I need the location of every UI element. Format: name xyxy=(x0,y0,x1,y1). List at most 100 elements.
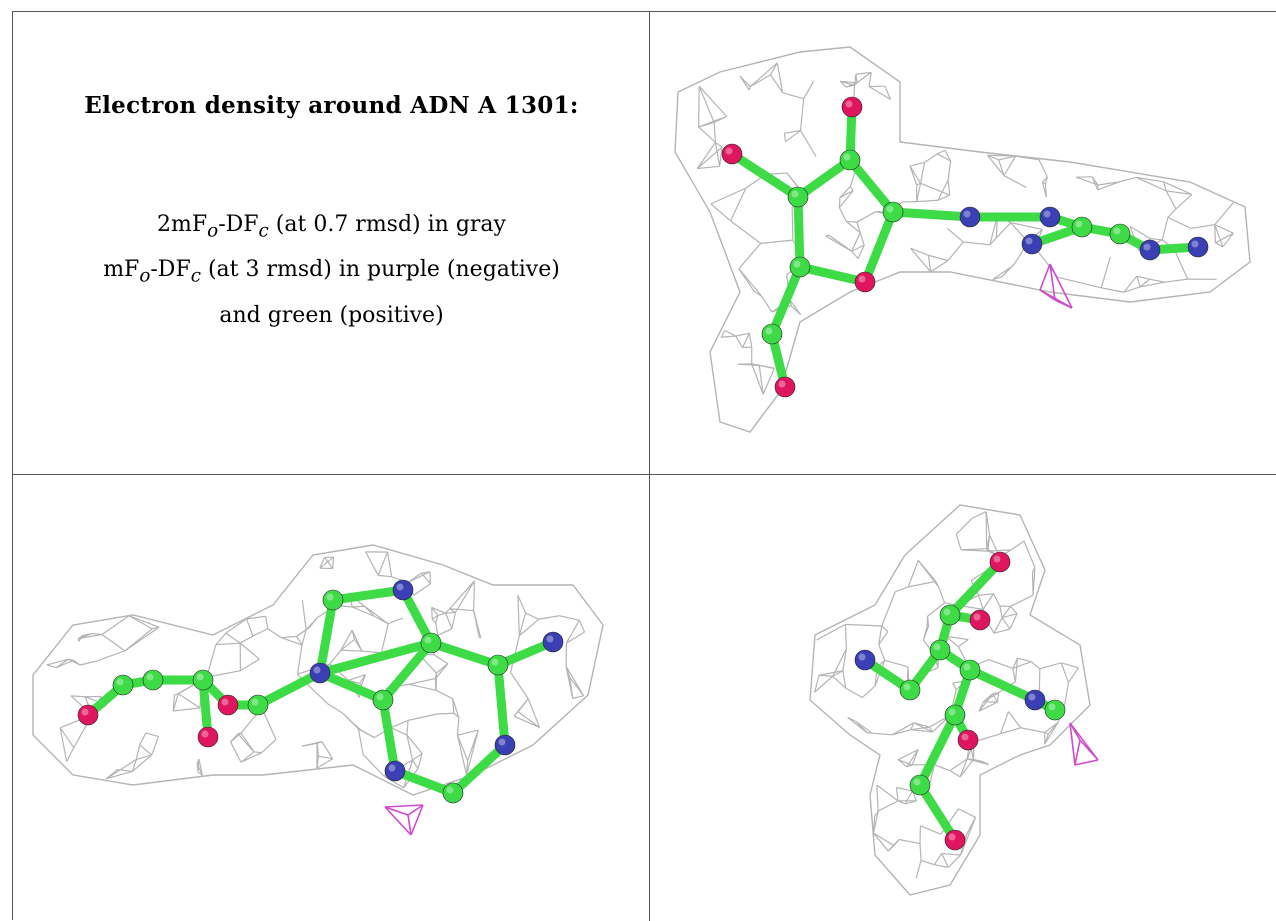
mesh-edge xyxy=(739,269,762,297)
mesh-edge xyxy=(895,587,908,592)
oxygen-atom xyxy=(970,610,990,630)
bond xyxy=(798,197,800,267)
mesh-edge xyxy=(908,560,918,587)
carbon-atom xyxy=(762,324,782,344)
mesh-edge xyxy=(238,734,254,752)
mesh-edge xyxy=(856,721,872,733)
bond xyxy=(431,643,498,665)
mesh-edge xyxy=(434,655,448,664)
carbon-atom-highlight xyxy=(792,191,799,198)
mesh-edge xyxy=(771,63,778,75)
carbon-atom-highlight xyxy=(934,644,941,651)
carbon-atom xyxy=(1072,217,1092,237)
carbon-atom xyxy=(193,670,213,690)
mesh-edge xyxy=(511,673,529,699)
mesh-edge xyxy=(839,191,853,208)
mesh-edge xyxy=(341,630,352,650)
nitrogen-atom-highlight xyxy=(1192,241,1199,248)
mesh-edge xyxy=(956,518,972,534)
mesh-edge xyxy=(938,180,948,200)
mesh-edge xyxy=(579,620,584,632)
oxygen-atom-highlight xyxy=(949,834,956,841)
difference-mesh-edge xyxy=(1075,760,1098,765)
bond xyxy=(498,665,505,745)
mesh-edge xyxy=(341,639,355,650)
mesh-edge xyxy=(923,626,928,640)
mesh-edge xyxy=(216,633,226,644)
mesh-edge xyxy=(1039,669,1040,692)
nitrogen-atom-highlight xyxy=(397,584,404,591)
mesh-edge xyxy=(1191,225,1215,229)
mesh-edge xyxy=(953,683,957,690)
mesh-edge xyxy=(749,333,751,347)
bond xyxy=(772,267,800,334)
mesh-edge xyxy=(455,581,474,613)
mesh-edge xyxy=(899,840,920,844)
bond xyxy=(383,700,395,771)
mesh-edge xyxy=(240,643,259,659)
mesh-edge xyxy=(391,720,408,727)
mesh-edge xyxy=(879,645,885,661)
mesh-edge xyxy=(388,552,392,577)
mesh-edge xyxy=(784,133,785,141)
mesh-edge xyxy=(1101,257,1110,288)
mesh-edge xyxy=(1032,573,1033,596)
mesh-edge xyxy=(1215,203,1234,225)
mesh-edge xyxy=(892,730,911,735)
mesh-edge xyxy=(129,616,152,629)
mesh-edge xyxy=(1000,712,1008,734)
mesh-edge xyxy=(699,86,726,116)
nitrogen-atom xyxy=(1040,207,1060,227)
mesh-edge xyxy=(862,686,875,698)
density-view-top-right-image xyxy=(650,12,1276,475)
bond xyxy=(258,673,320,705)
mesh-edge xyxy=(921,860,934,864)
mesh-edge xyxy=(438,629,452,636)
mesh-edge xyxy=(998,693,999,702)
mesh-edge xyxy=(408,573,422,582)
mesh-edge xyxy=(928,255,948,260)
mesh-edge xyxy=(450,609,474,611)
mesh-edge xyxy=(846,688,862,697)
mesh-edge xyxy=(826,236,852,251)
mesh-edge xyxy=(948,180,950,195)
carbon-atom-highlight xyxy=(944,609,951,616)
oxygen-atom xyxy=(198,727,218,747)
carbon-atom xyxy=(840,150,860,170)
mesh-edge xyxy=(934,865,948,868)
carbon-atom xyxy=(113,675,133,695)
mesh-edge xyxy=(934,765,950,771)
mesh-edge xyxy=(1165,279,1188,282)
difference-mesh-edge xyxy=(1075,740,1080,765)
mesh-edge xyxy=(281,636,296,637)
nitrogen-atom-highlight xyxy=(1144,244,1151,251)
mesh-edge xyxy=(409,684,436,690)
legend-title: Electron density around ADN A 1301: xyxy=(13,92,650,119)
carbon-atom-highlight xyxy=(197,674,204,681)
mesh-edge xyxy=(1215,225,1216,243)
mesh-edge xyxy=(925,154,938,163)
mesh-edge xyxy=(436,690,453,698)
nitrogen-atom xyxy=(1140,240,1160,260)
mesh-edge xyxy=(996,223,1010,238)
mesh-edge xyxy=(877,785,898,801)
mesh-edge xyxy=(1013,668,1016,681)
oxygen-atom-highlight xyxy=(779,381,786,388)
nitrogen-atom-highlight xyxy=(499,739,506,746)
nitrogen-atom xyxy=(310,663,330,683)
carbon-atom-highlight xyxy=(766,328,773,335)
mesh-edge xyxy=(840,191,853,198)
difference-mesh-edge xyxy=(1040,264,1050,290)
mesh-edge xyxy=(281,638,302,645)
carbon-atom xyxy=(883,202,903,222)
mesh-edge xyxy=(71,696,85,697)
mesh-edge xyxy=(927,616,928,627)
mesh-edge xyxy=(979,595,983,609)
mesh-edge xyxy=(942,853,961,855)
mesh-edge xyxy=(388,618,403,624)
carbon-atom xyxy=(930,640,950,660)
mesh-edge xyxy=(298,645,302,674)
mesh-edge xyxy=(1137,276,1140,287)
mesh-edge xyxy=(518,595,519,635)
nitrogen-atom xyxy=(495,735,515,755)
